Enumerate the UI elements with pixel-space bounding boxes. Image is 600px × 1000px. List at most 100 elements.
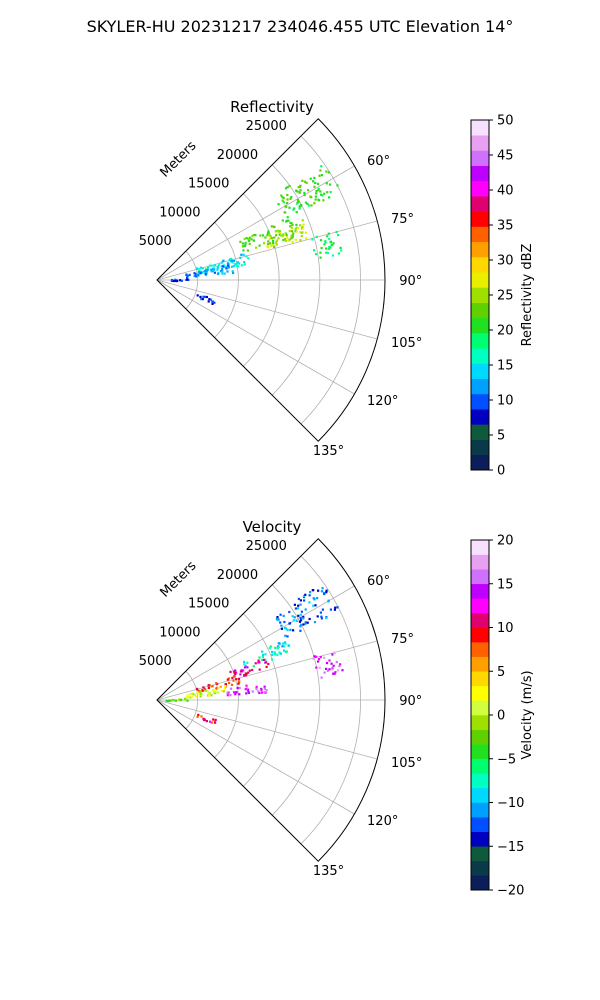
range-axis-label: Meters xyxy=(158,558,200,600)
colorbar-step xyxy=(471,165,489,182)
range-tick-label: 5000 xyxy=(139,654,172,669)
sector-frame xyxy=(156,538,386,862)
colorbar-tick-label: −15 xyxy=(497,840,524,855)
echo-region xyxy=(229,658,270,678)
azimuth-tick-label: 60° xyxy=(367,574,390,589)
range-tick-label: 10000 xyxy=(159,625,200,640)
colorbar-tick-label: 0 xyxy=(497,464,505,479)
colorbar-tick-label: 15 xyxy=(497,359,514,374)
echo-region xyxy=(312,651,344,679)
echo-region xyxy=(277,165,339,219)
colorbar-tick-label: −20 xyxy=(497,884,524,899)
range-tick-label: 20000 xyxy=(217,568,258,583)
colorbar-step xyxy=(471,180,489,197)
colorbar-step xyxy=(471,875,489,891)
colorbar-tick-label: 0 xyxy=(497,709,505,724)
colorbar-step xyxy=(471,378,489,395)
colorbar-tick-label: 50 xyxy=(497,114,514,129)
colorbar-tick-label: 20 xyxy=(497,534,514,549)
colorbar-step xyxy=(471,241,489,258)
echo-region xyxy=(266,219,308,249)
azimuth-tick-label: 120° xyxy=(367,814,398,829)
echo-region xyxy=(196,294,216,305)
range-tick-label: 25000 xyxy=(246,119,287,134)
colorbar-step xyxy=(471,120,489,136)
colorbar-step xyxy=(471,302,489,319)
panel-title: Reflectivity xyxy=(230,98,314,116)
colorbar-step xyxy=(471,540,489,555)
echo-region xyxy=(226,684,268,697)
colorbar-step xyxy=(471,569,489,585)
colorbar-tick-label: 10 xyxy=(497,621,514,636)
colorbar-step xyxy=(471,333,489,349)
colorbar-tick-label: 40 xyxy=(497,184,514,199)
colorbar: −20 −15 −10 −5 0 5 10 15 20 Velocity (m/s) xyxy=(470,534,535,899)
azimuth-tick-label: 105° xyxy=(391,336,422,351)
reflectivity-panel: Reflectivity60°75°90°105°120°135°5000100… xyxy=(139,98,535,479)
colorbar-tick-label: 35 xyxy=(497,219,514,234)
colorbar-step xyxy=(471,671,489,687)
velocity-panel: Velocity 60° 75° 90° 105° 120° 135° 5000 10000 15… xyxy=(139,518,535,899)
colorbar-step xyxy=(471,226,489,243)
range-tick-label: 25000 xyxy=(246,539,287,554)
colorbar-step xyxy=(471,363,489,379)
azimuth-tick-label: 75° xyxy=(391,212,414,227)
range-tick-label: 15000 xyxy=(188,597,229,612)
colorbar-step xyxy=(471,744,489,760)
colorbar-step xyxy=(471,787,489,803)
colorbar-step xyxy=(471,715,489,730)
colorbar-step xyxy=(471,348,489,364)
range-tick-label: 10000 xyxy=(159,205,200,220)
sector-frame xyxy=(156,118,386,442)
azimuth-tick-label: 120° xyxy=(367,394,398,409)
colorbar-step xyxy=(471,758,489,774)
colorbar-step xyxy=(471,729,489,745)
azimuth-tick-label: 75° xyxy=(391,632,414,647)
azimuth-spoke xyxy=(156,699,378,760)
colorbar-step xyxy=(471,393,489,410)
azimuth-tick-label: 90° xyxy=(399,694,422,709)
colorbar-step xyxy=(471,612,489,628)
range-tick-label: 5000 xyxy=(139,234,172,249)
colorbar-step xyxy=(471,773,489,789)
azimuth-tick-label: 135° xyxy=(313,864,344,879)
colorbar-step xyxy=(471,656,489,672)
azimuth-spoke xyxy=(156,585,355,701)
colorbar-step xyxy=(471,439,489,456)
colorbar-step xyxy=(471,685,489,701)
colorbar-label: Reflectivity dBZ xyxy=(520,244,535,347)
colorbar-tick-label: 25 xyxy=(497,289,514,304)
colorbar-step xyxy=(471,211,489,227)
colorbar-step xyxy=(471,598,489,614)
colorbar-label: Velocity (m/s) xyxy=(520,670,535,759)
azimuth-spoke xyxy=(156,165,355,281)
colorbar-tick-label: 45 xyxy=(497,149,514,164)
colorbar-tick-label: −10 xyxy=(497,796,524,811)
range-axis-label: Meters xyxy=(158,138,200,180)
colorbar-step xyxy=(471,817,489,832)
colorbar-step xyxy=(471,135,489,151)
range-tick-label: 15000 xyxy=(188,177,229,192)
azimuth-tick-label: 135° xyxy=(313,444,344,459)
colorbar: 0 5 10 15 20 25 30 35 40 45 50 Reflectivity dBZ xyxy=(470,114,535,479)
colorbar-step xyxy=(471,196,489,212)
colorbar-step xyxy=(471,627,489,643)
echo-region xyxy=(165,697,189,703)
colorbar-step xyxy=(471,831,489,847)
azimuth-spoke xyxy=(156,220,378,281)
echo-region xyxy=(243,641,290,668)
colorbar-step xyxy=(471,642,489,657)
colorbar-step xyxy=(471,700,489,716)
colorbar-step xyxy=(471,424,489,440)
echo-region xyxy=(195,675,241,693)
colorbar-tick-label: 10 xyxy=(497,394,514,409)
echo-region xyxy=(185,264,235,279)
azimuth-tick-label: 105° xyxy=(391,756,422,771)
colorbar-step xyxy=(471,272,489,288)
colorbar-tick-label: 15 xyxy=(497,577,514,592)
range-tick-label: 20000 xyxy=(217,148,258,163)
colorbar-step xyxy=(471,802,489,818)
echo-region xyxy=(185,685,227,699)
colorbar-step xyxy=(471,554,489,570)
